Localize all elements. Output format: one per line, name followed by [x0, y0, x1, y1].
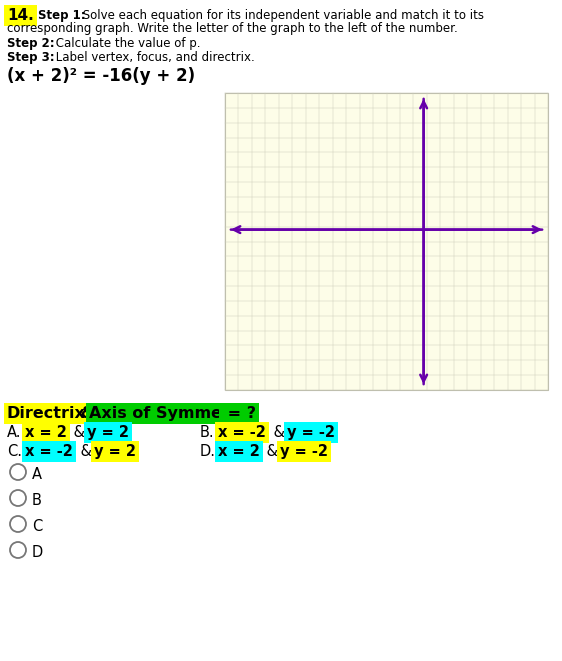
Text: Label vertex, focus, and directrix.: Label vertex, focus, and directrix.	[52, 51, 255, 64]
Text: x = 2: x = 2	[25, 425, 67, 440]
Text: &: &	[75, 406, 100, 421]
Text: x = -2: x = -2	[218, 425, 266, 440]
Bar	[225, 93, 548, 390]
Text: &: &	[262, 444, 283, 459]
Text: x = -2: x = -2	[25, 444, 73, 459]
Text: C.: C.	[7, 444, 22, 459]
Text: = ?: = ?	[222, 406, 256, 421]
Text: B.: B.	[200, 425, 215, 440]
Text: Directrix: Directrix	[7, 406, 86, 421]
Text: 14.: 14.	[7, 8, 34, 23]
Text: Step 2:: Step 2:	[7, 37, 55, 50]
Text: D.: D.	[200, 444, 216, 459]
Text: Step 1:: Step 1:	[38, 9, 85, 22]
Text: &: &	[269, 425, 290, 440]
Text: A.: A.	[7, 425, 21, 440]
Text: y = 2: y = 2	[87, 425, 129, 440]
Text: x = 2: x = 2	[218, 444, 260, 459]
Text: A: A	[32, 467, 42, 482]
Text: &: &	[69, 425, 89, 440]
Text: y = -2: y = -2	[287, 425, 335, 440]
Text: Step 3:: Step 3:	[7, 51, 55, 64]
Text: y = 2: y = 2	[94, 444, 136, 459]
Text: B: B	[32, 493, 42, 508]
Text: &: &	[76, 444, 97, 459]
Text: (x + 2)² = -16(y + 2): (x + 2)² = -16(y + 2)	[7, 67, 195, 85]
Text: y = -2: y = -2	[280, 444, 328, 459]
Text: Solve each equation for its independent variable and match it to its: Solve each equation for its independent …	[79, 9, 484, 22]
Text: Calculate the value of p.: Calculate the value of p.	[52, 37, 201, 50]
Text: Axis of Symmetry: Axis of Symmetry	[89, 406, 248, 421]
Text: C: C	[32, 519, 42, 534]
Text: corresponding graph. Write the letter of the graph to the left of the number.: corresponding graph. Write the letter of…	[7, 22, 458, 35]
Text: D: D	[32, 545, 43, 560]
